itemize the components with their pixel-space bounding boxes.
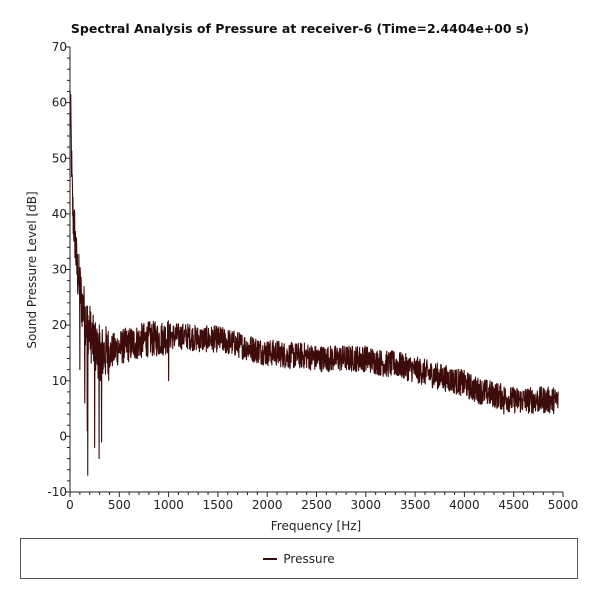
x-tick-label: 2000: [252, 498, 283, 512]
x-tick-label: 4000: [449, 498, 480, 512]
x-axis-label: Frequency [Hz]: [271, 519, 362, 533]
plot-area: [69, 88, 559, 476]
y-tick-label: 30: [52, 263, 67, 277]
y-tick-label: 0: [59, 429, 67, 443]
x-tick-label: 5000: [548, 498, 579, 512]
y-tick-label: 40: [52, 207, 67, 221]
chart-title: Spectral Analysis of Pressure at receive…: [71, 21, 529, 36]
y-tick-label: 20: [52, 318, 67, 332]
x-tick-label: 3000: [351, 498, 382, 512]
y-tick-label: 70: [52, 40, 67, 54]
y-tick-label: 60: [52, 96, 67, 110]
legend-swatch: [263, 557, 278, 560]
x-tick-label: 0: [66, 498, 74, 512]
x-tick-label: 3500: [400, 498, 431, 512]
x-tick-label: 1000: [153, 498, 184, 512]
x-tick-label: 2500: [301, 498, 332, 512]
x-tick-label: 1500: [203, 498, 234, 512]
y-axis: -10 0 10 20 30 40 50 60 70: [47, 40, 71, 499]
y-tick-label: 50: [52, 151, 67, 165]
x-axis: 0 500 1000 1500 2000 2500 3000 3500 4000 4500 5000: [66, 491, 579, 512]
y-axis-label: Sound Pressure Level [dB]: [25, 191, 39, 348]
x-tick-label: 4500: [498, 498, 529, 512]
legend-label-pressure: Pressure: [283, 551, 335, 566]
x-tick-label: 500: [108, 498, 131, 512]
y-tick-label: 10: [52, 374, 67, 388]
y-tick-label: -10: [47, 485, 67, 499]
series-line-pressure: [69, 88, 559, 476]
legend: Pressure: [20, 538, 578, 579]
